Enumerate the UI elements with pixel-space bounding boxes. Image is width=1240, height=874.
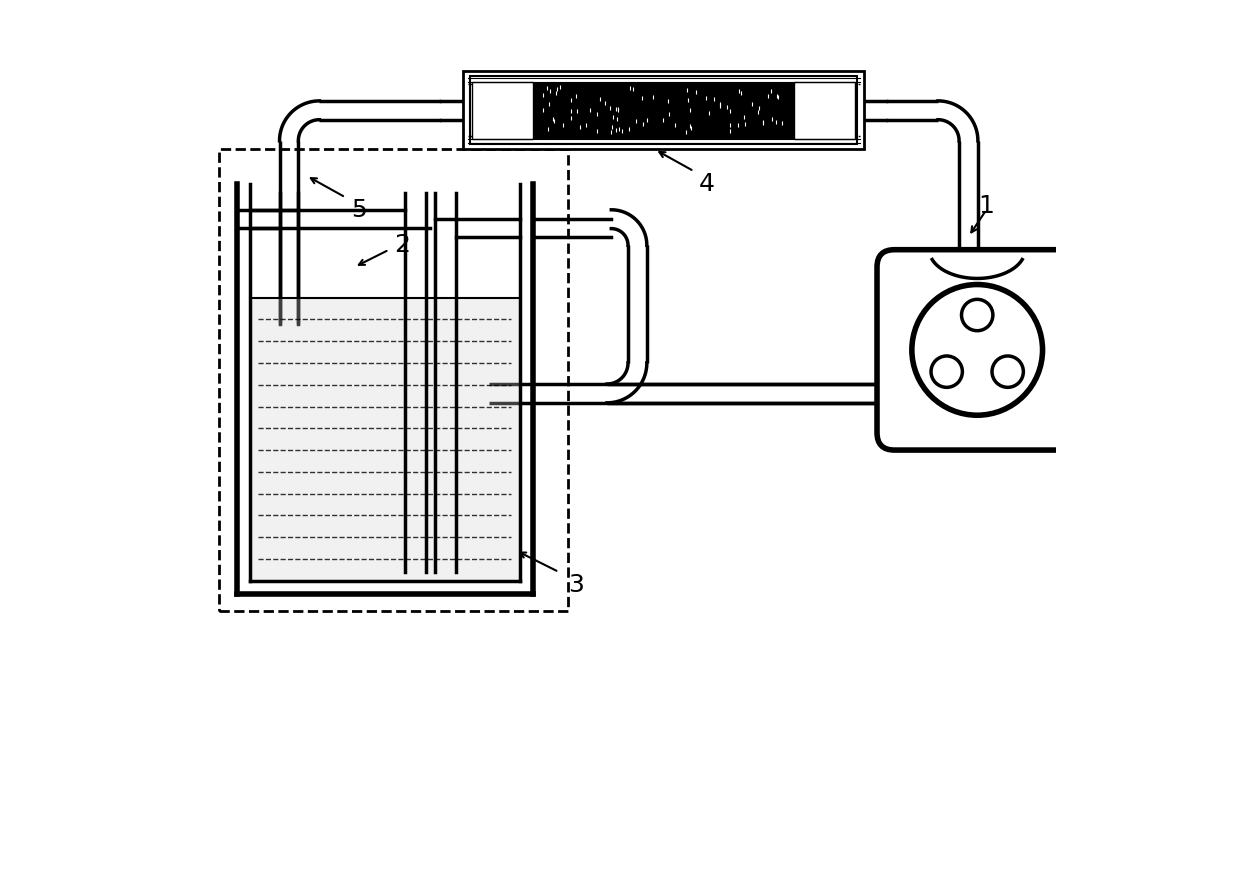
Bar [795, 82, 856, 139]
Bar [464, 71, 864, 149]
Bar [472, 82, 533, 139]
Text: 5: 5 [351, 198, 367, 223]
FancyBboxPatch shape [877, 250, 1078, 450]
Bar [533, 82, 795, 139]
Text: 4: 4 [699, 172, 715, 197]
Bar [470, 76, 857, 144]
Bar [249, 298, 520, 580]
Bar [219, 149, 568, 611]
Text: 3: 3 [568, 573, 584, 597]
Text: 1: 1 [978, 194, 993, 218]
Text: 2: 2 [394, 233, 410, 257]
